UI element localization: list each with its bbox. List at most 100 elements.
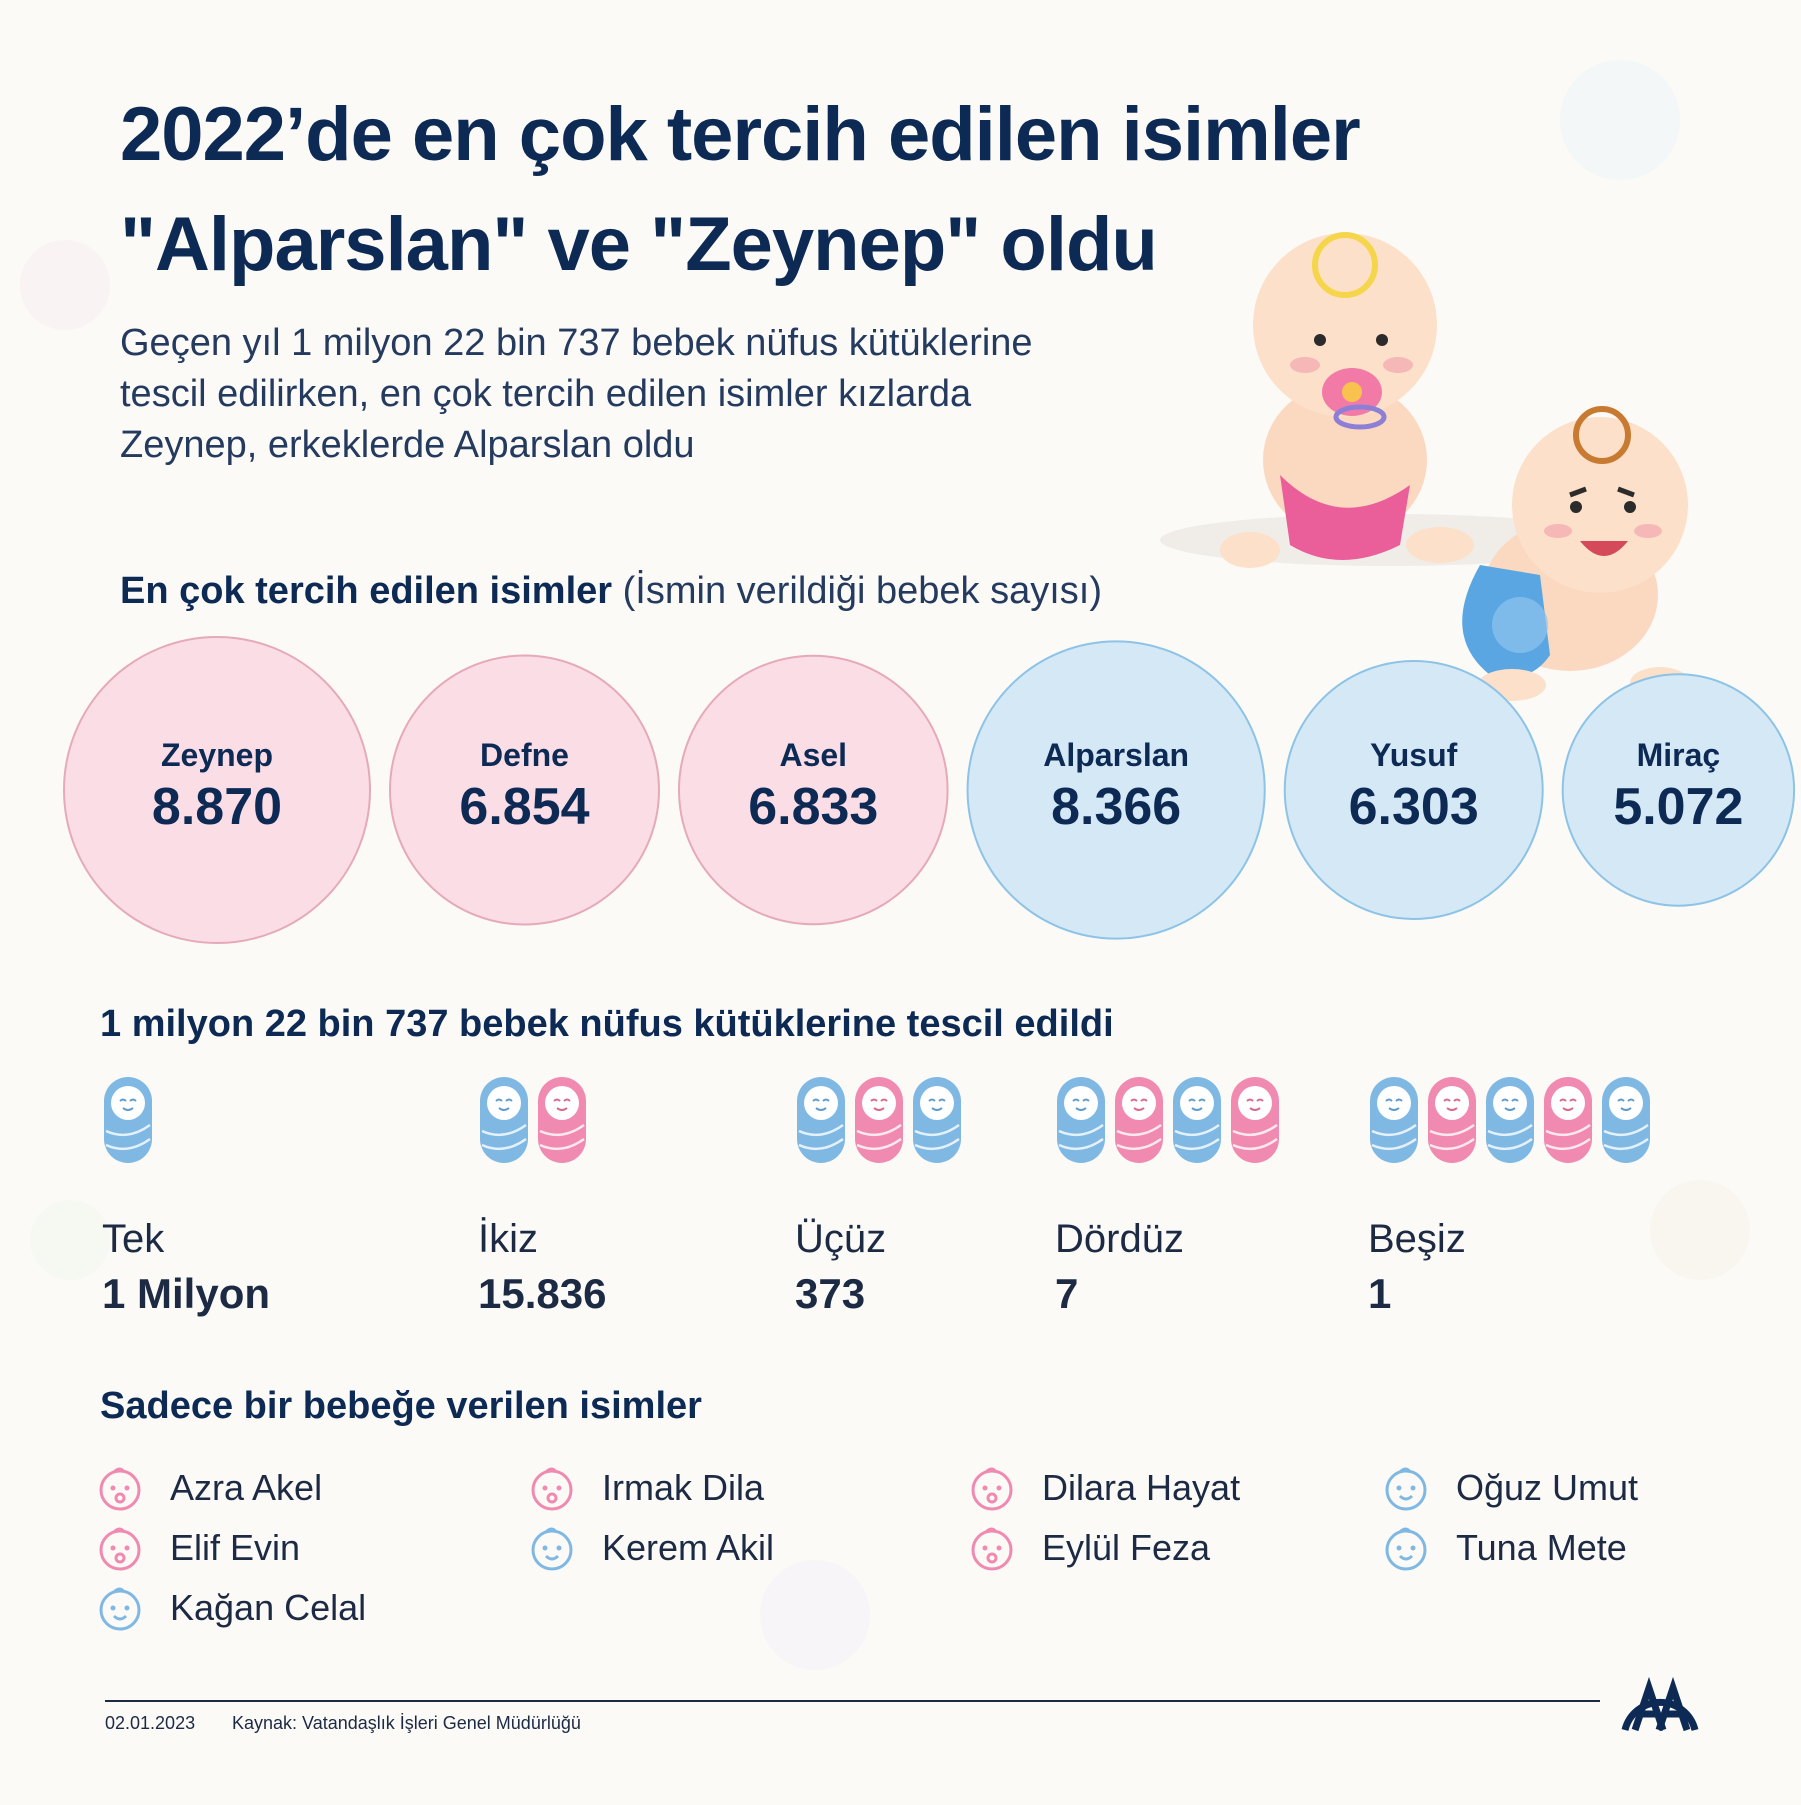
page-title: 2022’de en çok tercih edilen isimler "Al…: [120, 80, 1540, 300]
bubble-label: Alparslan: [1043, 737, 1189, 773]
swaddled-baby-icon: [102, 1075, 154, 1165]
swaddled-baby-icon: [1171, 1075, 1223, 1165]
baby-icons: [1055, 1075, 1281, 1167]
bubble-label: Asel: [779, 737, 847, 773]
girl-face-icon: [971, 1527, 1013, 1571]
unique-name-text: Tuna Mete: [1456, 1527, 1627, 1568]
unique-name-text: Kağan Celal: [170, 1587, 367, 1628]
baby-icons: [795, 1075, 963, 1167]
unique-name-text: Kerem Akil: [602, 1527, 775, 1568]
unique-name-item: Kağan Celal: [96, 1580, 366, 1636]
aa-logo-icon: AA: [1621, 1676, 1699, 1737]
baby-icons: [478, 1075, 606, 1167]
unique-names-title: Sadece bir bebeğe verilen isimler: [100, 1385, 702, 1427]
swaddled-baby-icon: [1484, 1075, 1536, 1165]
swaddled-baby-icon: [1426, 1075, 1478, 1165]
unique-name-item: Irmak Dila: [528, 1460, 764, 1516]
bubble-circle: [677, 654, 949, 926]
unique-names-list: Azra Akel Elif Evin Kağan Celal Irmak Dila K…: [0, 1460, 1801, 1650]
birth-type-value: 15.836: [478, 1270, 607, 1317]
bubble-value: 6.303: [1349, 778, 1479, 836]
bubble-circle: [966, 640, 1266, 940]
birth-type-label: Dördüz: [1055, 1217, 1184, 1261]
boy-face-icon: [99, 1587, 141, 1631]
swaddled-baby-icon: [478, 1075, 530, 1165]
babies-illustration: [1160, 232, 1690, 701]
bubble-label: Miraç: [1637, 737, 1721, 773]
unique-name-item: Dilara Hayat: [968, 1460, 1240, 1516]
birth-type-label: Üçüz: [795, 1217, 887, 1261]
unique-name-item: Tuna Mete: [1382, 1520, 1627, 1576]
birth-type-1: İkiz 15.836: [478, 1075, 606, 1318]
footer-divider: [105, 1700, 1600, 1702]
bubble-value: 5.072: [1613, 778, 1743, 836]
boy-face-icon: [1385, 1467, 1427, 1511]
swaddled-baby-icon: [1229, 1075, 1281, 1165]
bubble-asel: Asel 6.833: [677, 654, 949, 926]
swaddled-baby-icon: [795, 1075, 847, 1165]
swaddled-baby-icon: [1055, 1075, 1107, 1165]
bubble-circle: [1283, 660, 1544, 920]
baby-icons: [102, 1075, 270, 1167]
unique-name-text: Irmak Dila: [602, 1467, 765, 1508]
unique-name-text: Azra Akel: [170, 1467, 323, 1508]
swaddled-baby-icon: [536, 1075, 588, 1165]
unique-name-text: Elif Evin: [170, 1527, 301, 1568]
bubble-miraç: Miraç 5.072: [1561, 673, 1796, 907]
girl-face-icon: [99, 1527, 141, 1571]
bubble-alparslan: Alparslan 8.366: [966, 640, 1266, 940]
bubble-section-heading: En çok tercih edilen isimler (İsmin veri…: [120, 570, 1102, 613]
swaddled-baby-icon: [1113, 1075, 1165, 1165]
birth-type-value: 7: [1055, 1270, 1079, 1317]
unique-name-item: Azra Akel: [96, 1460, 322, 1516]
bubble-circle: [388, 654, 660, 926]
bubble-circle: [63, 636, 371, 944]
footer-source: Kaynak: Vatandaşlık İşleri Genel Müdürlü…: [232, 1713, 581, 1733]
bubble-label: Zeynep: [161, 737, 273, 773]
bubble-chart: Zeynep 8.870 Defne 6.854 Asel 6.833 Alparslan 8…: [63, 636, 1796, 944]
birth-type-3: Dördüz 7: [1055, 1075, 1281, 1318]
bubble-label: Yusuf: [1370, 737, 1457, 773]
bubble-section-subtitle: (İsmin verildiği bebek sayısı): [622, 570, 1103, 612]
birth-type-value: 1 Milyon: [102, 1270, 271, 1317]
intro-line-1: Geçen yıl 1 milyon 22 bin 737 bebek nüfu…: [120, 322, 1033, 364]
intro-text: Geçen yıl 1 milyon 22 bin 737 bebek nüfu…: [120, 318, 1120, 471]
unique-name-item: Kerem Akil: [528, 1520, 774, 1576]
swaddled-baby-icon: [911, 1075, 963, 1165]
title-line-1: 2022’de en çok tercih edilen isimler: [120, 92, 1361, 177]
girl-face-icon: [99, 1467, 141, 1511]
girl-face-icon: [531, 1467, 573, 1511]
bubble-value: 6.833: [748, 778, 878, 836]
swaddled-baby-icon: [1600, 1075, 1652, 1165]
unique-name-item: Eylül Feza: [968, 1520, 1210, 1576]
births-section-title: 1 milyon 22 bin 737 bebek nüfus kütükler…: [100, 1003, 1114, 1045]
birth-type-value: 1: [1368, 1270, 1392, 1317]
swaddled-baby-icon: [853, 1075, 905, 1165]
birth-type-4: Beşiz 1: [1368, 1075, 1652, 1318]
birth-type-2: Üçüz 373: [795, 1075, 963, 1318]
bubble-value: 6.854: [459, 778, 589, 836]
unique-name-item: Elif Evin: [96, 1520, 300, 1576]
unique-name-text: Eylül Feza: [1042, 1527, 1211, 1568]
bubble-circle: [1561, 673, 1796, 907]
birth-type-label: Tek: [102, 1217, 165, 1261]
bubble-label: Defne: [480, 737, 569, 773]
bubble-value: 8.366: [1051, 778, 1181, 836]
birth-type-value: 373: [795, 1270, 866, 1317]
title-line-2: "Alparslan" ve "Zeynep" oldu: [120, 202, 1158, 287]
unique-name-item: Oğuz Umut: [1382, 1460, 1638, 1516]
swaddled-baby-icon: [1368, 1075, 1420, 1165]
boy-face-icon: [1385, 1527, 1427, 1571]
bubble-yusuf: Yusuf 6.303: [1283, 660, 1544, 920]
bubble-zeynep: Zeynep 8.870: [63, 636, 371, 944]
birth-type-label: İkiz: [478, 1217, 538, 1261]
bubble-value: 8.870: [152, 778, 282, 836]
boy-face-icon: [531, 1527, 573, 1571]
unique-name-text: Oğuz Umut: [1456, 1467, 1639, 1508]
bubble-defne: Defne 6.854: [388, 654, 660, 926]
intro-line-3: Zeynep, erkeklerde Alparslan oldu: [120, 424, 695, 466]
birth-type-label: Beşiz: [1368, 1217, 1466, 1261]
swaddled-baby-icon: [1542, 1075, 1594, 1165]
footer-date: 02.01.2023: [105, 1713, 196, 1733]
birth-types: Tek 1 Milyon İkiz 15.836 Üçüz 373 Dördüz 7 Beşiz…: [0, 1075, 1801, 1335]
